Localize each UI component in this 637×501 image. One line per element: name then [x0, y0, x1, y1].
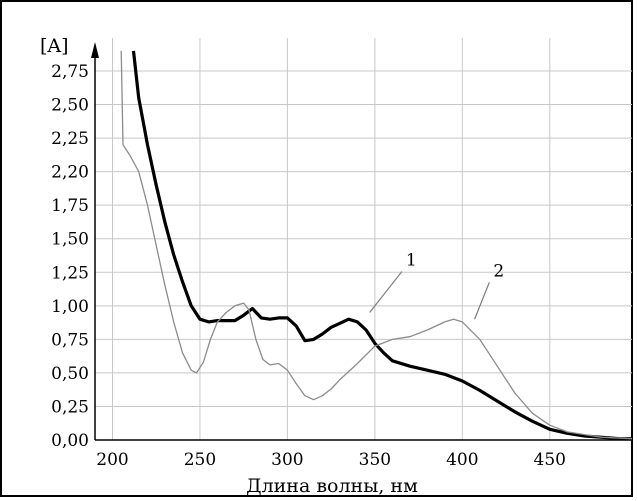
y-tick-label: 1,50 [51, 230, 89, 250]
y-tick-label: 0,25 [51, 397, 89, 417]
y-axis-label: [A] [40, 35, 69, 57]
series-annotation-label: 2 [493, 261, 504, 281]
annotation-pointer [369, 271, 403, 313]
y-axis-arrow [91, 42, 99, 58]
x-tick-label: 250 [184, 450, 216, 470]
y-tick-label: 0,00 [51, 431, 89, 451]
y-tick-label: 1,00 [51, 297, 89, 317]
x-tick-label: 450 [534, 450, 566, 470]
y-tick-label: 0,75 [51, 330, 89, 350]
x-axis-label: Длина волны, нм [246, 475, 418, 497]
y-tick-label: 0,50 [51, 364, 89, 384]
series-annotation-label: 1 [406, 251, 417, 271]
x-tick-label: 350 [359, 450, 391, 470]
x-tick-label: 300 [271, 450, 303, 470]
y-tick-label: 2,75 [51, 62, 89, 82]
annotation-pointer [474, 282, 490, 320]
x-tick-label: 400 [446, 450, 478, 470]
y-tick-label: 2,50 [51, 96, 89, 116]
y-tick-label: 1,25 [51, 263, 89, 283]
y-tick-label: 2,25 [51, 129, 89, 149]
x-tick-label: 200 [96, 450, 128, 470]
y-tick-label: 1,75 [51, 196, 89, 216]
y-tick-label: 2,20 [51, 163, 89, 183]
series-line-2 [120, 50, 632, 440]
series-line-1 [131, 50, 632, 440]
